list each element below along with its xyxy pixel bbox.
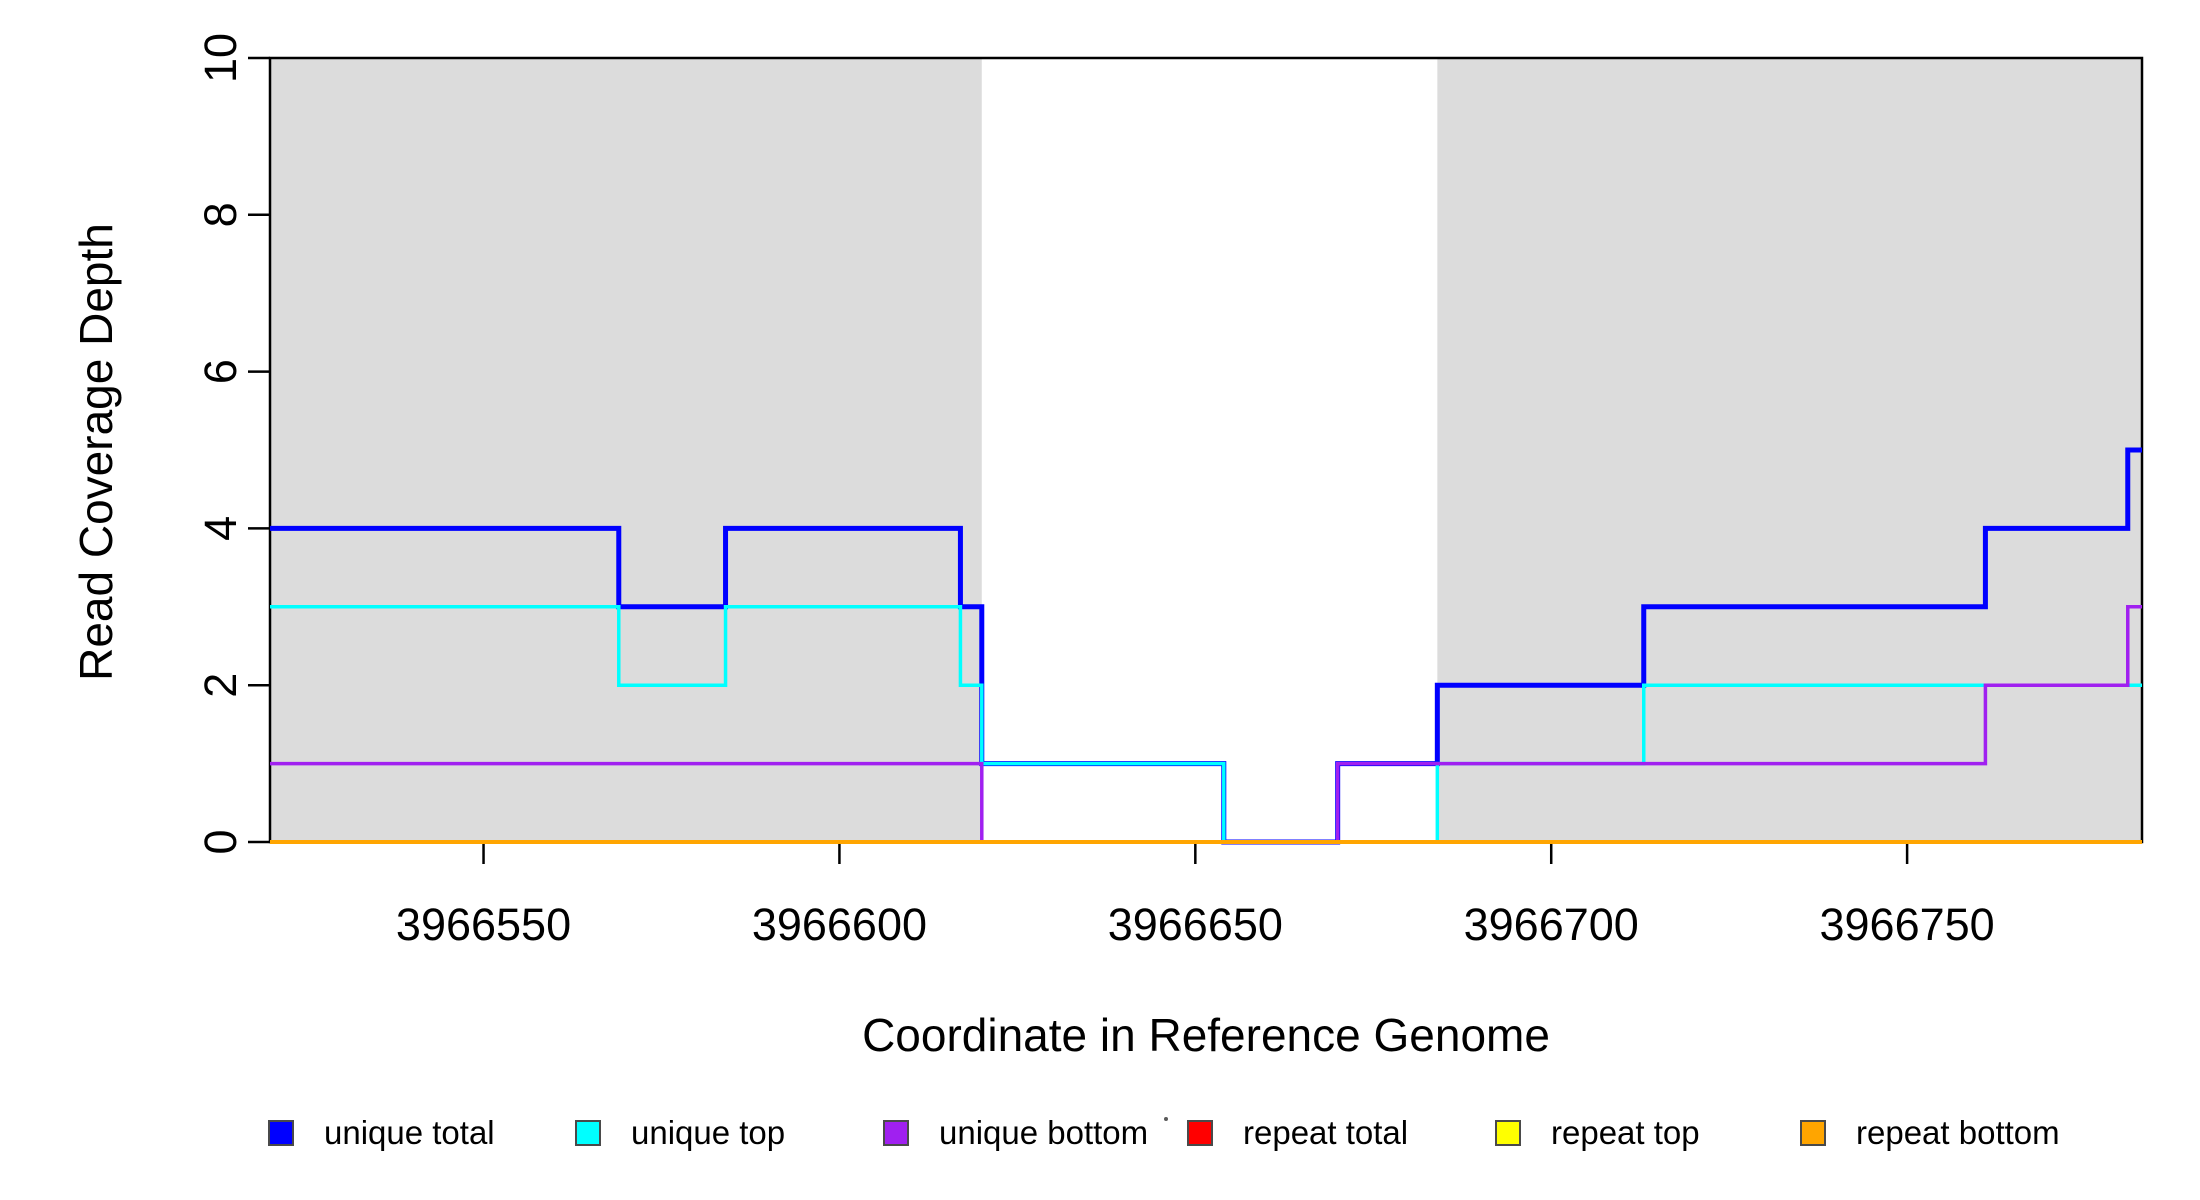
legend-swatch-unique-bottom: [883, 1120, 909, 1146]
y-tick-label: 8: [195, 202, 246, 227]
legend-item-unique-total: unique total: [268, 1114, 495, 1151]
x-axis-title: Coordinate in Reference Genome: [862, 1009, 1550, 1061]
legend-swatch-repeat-total: [1187, 1120, 1213, 1146]
y-tick-label: 0: [195, 829, 246, 854]
stray-dot-artifact: [1164, 1117, 1168, 1121]
x-tick-label: 3966600: [752, 899, 927, 950]
series-line-unique-bottom: [270, 605, 2142, 844]
legend-label: repeat bottom: [1856, 1114, 2060, 1151]
y-tick-label: 2: [195, 673, 246, 698]
legend-label: unique total: [324, 1114, 495, 1151]
legend-item-unique-top: unique top: [575, 1114, 786, 1151]
y-axis-title: Read Coverage Depth: [70, 223, 122, 681]
legend-swatch-unique-total: [268, 1120, 294, 1146]
legend-label: repeat top: [1551, 1114, 1700, 1151]
legend-swatch-unique-top: [575, 1120, 601, 1146]
y-tick-label: 6: [195, 359, 246, 384]
x-tick-label: 3966550: [396, 899, 571, 950]
legend-label: unique bottom: [939, 1114, 1149, 1151]
y-tick-label: 10: [195, 33, 246, 83]
legend-swatch-repeat-top: [1495, 1120, 1521, 1146]
legend-item-repeat-top: repeat top: [1495, 1114, 1700, 1151]
legend-label: unique top: [631, 1114, 786, 1151]
legend-item-unique-bottom: unique bottom: [883, 1114, 1149, 1151]
legend-item-repeat-bottom: repeat bottom: [1800, 1114, 2060, 1151]
x-tick-label: 3966650: [1108, 899, 1283, 950]
x-tick-label: 3966700: [1464, 899, 1639, 950]
unique-region-left: [270, 58, 982, 842]
unique-region-right: [1437, 58, 2142, 842]
legend-label: repeat total: [1243, 1114, 1409, 1151]
x-tick-label: 3966750: [1820, 899, 1995, 950]
legend-item-repeat-total: repeat total: [1187, 1114, 1409, 1151]
legend-swatch-repeat-bottom: [1800, 1120, 1826, 1146]
y-tick-label: 4: [195, 516, 246, 541]
legend: unique total unique top unique bottom re…: [0, 1114, 2200, 1152]
